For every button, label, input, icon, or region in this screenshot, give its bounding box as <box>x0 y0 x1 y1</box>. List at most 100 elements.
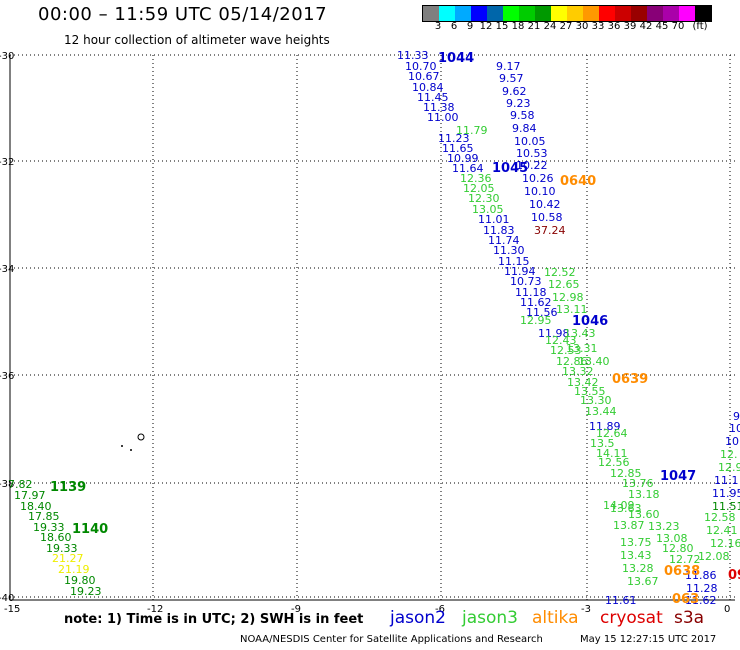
wave-height-value: 11.18 <box>515 286 547 299</box>
wave-height-value: 13.32 <box>562 365 594 378</box>
wave-height-value: 10.10 <box>524 185 556 198</box>
lon-label: -3 <box>581 604 591 615</box>
wave-height-value: 11.83 <box>483 224 515 237</box>
lon-label: -12 <box>147 604 163 615</box>
wave-height-value: 9.17 <box>496 60 521 73</box>
wave-height-value: 9 <box>733 410 740 423</box>
legend-jason2: jason2 <box>390 608 446 628</box>
footer-note: note: 1) Time is in UTC; 2) SWH is in fe… <box>64 612 364 627</box>
color-scale-tick: 24 <box>543 21 557 32</box>
color-swatch <box>583 6 599 21</box>
wave-height-value: 19.33 <box>46 542 78 555</box>
wave-height-value: 10 <box>729 422 740 435</box>
wave-height-value: 9.62 <box>502 85 527 98</box>
color-scale-tick: 3 <box>434 21 442 32</box>
color-scale-labels: 3 6 9 12 15 18 21 24 27 30 33 36 39 42 45 70 (ft) <box>422 21 740 35</box>
color-scale-tick: 36 <box>607 21 621 32</box>
lat-label: -40 <box>0 593 14 604</box>
wave-height-value: 10.73 <box>510 275 542 288</box>
wave-height-value: 10.84 <box>412 81 444 94</box>
wave-height-value: 11.23 <box>438 132 470 145</box>
wave-height-value: 12.08 <box>698 550 730 563</box>
color-scale-tick: 12 <box>479 21 493 32</box>
page-title: 00:00 – 11:59 UTC 05/14/2017 <box>38 4 328 25</box>
wave-height-value: 12.72 <box>669 553 701 566</box>
pass-time-label: 1046 <box>572 314 608 329</box>
wave-height-value: 18.60 <box>40 531 72 544</box>
wave-height-value: 12.52 <box>544 266 576 279</box>
wave-height-value: 10.58 <box>531 211 563 224</box>
wave-height-value: 13.23 <box>648 520 680 533</box>
wave-height-value: 11.94 <box>504 265 536 278</box>
generated-date: May 15 12:27:15 UTC 2017 <box>580 634 717 645</box>
color-scale-tick: (ft) <box>692 21 708 32</box>
wave-height-value: 9.84 <box>512 122 537 135</box>
wave-height-value: 13.55 <box>574 385 606 398</box>
color-scale-tick: 15 <box>495 21 509 32</box>
wave-height-value: 11.38 <box>423 101 455 114</box>
legend-altika: altika <box>532 608 579 628</box>
wave-height-value: 12.85 <box>610 467 642 480</box>
lat-label: -30 <box>0 51 14 62</box>
wave-height-value: 11.1 <box>714 474 739 487</box>
wave-height-value: 11.65 <box>442 142 474 155</box>
wave-height-value: 12.36 <box>460 172 492 185</box>
page-subtitle: 12 hour collection of altimeter wave hei… <box>64 33 330 47</box>
wave-height-value: 13.67 <box>627 575 659 588</box>
wave-height-value: 12.53 <box>550 344 582 357</box>
wave-height-value: 13.75 <box>620 536 652 549</box>
lon-label: -9 <box>291 604 301 615</box>
wave-height-value: 13.11 <box>556 303 588 316</box>
lat-label: -38 <box>0 479 14 490</box>
lat-label: -36 <box>0 371 14 382</box>
wave-height-value: 10.26 <box>522 172 554 185</box>
color-scale-tick: 6 <box>450 21 458 32</box>
wave-height-value: 13.05 <box>472 203 504 216</box>
wave-height-value: 7.82 <box>8 478 33 491</box>
lat-label: -34 <box>0 264 14 275</box>
wave-height-value: 13.63 <box>610 502 642 515</box>
wave-height-value: 11.28 <box>686 582 718 595</box>
wave-height-value: 19.80 <box>64 574 96 587</box>
pass-time-label: 1044 <box>438 51 474 66</box>
legend-jason3: jason3 <box>462 608 518 628</box>
wave-height-value: 12.05 <box>463 182 495 195</box>
wave-height-value: 10.70 <box>405 60 437 73</box>
legend-cryosat: cryosat <box>600 608 663 628</box>
wave-height-value: 13.44 <box>585 405 617 418</box>
wave-height-value: 9.23 <box>506 97 531 110</box>
wave-height-value: 11.30 <box>493 244 525 257</box>
color-swatch <box>503 6 519 21</box>
wave-height-value: 13.87 <box>613 519 645 532</box>
wave-height-value: 11.33 <box>397 49 429 62</box>
color-swatch <box>599 6 615 21</box>
wave-height-value: 11.56 <box>526 306 558 319</box>
island-icon <box>137 433 145 441</box>
wave-height-value: 13.30 <box>580 394 612 407</box>
wave-height-value: 21.27 <box>52 552 84 565</box>
wave-height-value: 11.79 <box>456 124 488 137</box>
wave-height-value: 12.65 <box>548 278 580 291</box>
wave-height-value: 11.00 <box>427 111 459 124</box>
wave-height-value: 19.23 <box>70 585 102 598</box>
wave-height-value: 11.74 <box>488 234 520 247</box>
wave-height-value: 13.28 <box>622 562 654 575</box>
wave-height-value: 10.67 <box>408 70 440 83</box>
wave-height-value: 13.43 <box>620 549 652 562</box>
wave-height-value: 18.40 <box>20 500 52 513</box>
wave-height-value: 10.42 <box>529 198 561 211</box>
wave-height-value: 10.99 <box>447 152 479 165</box>
pass-time-label: 0640 <box>560 174 596 189</box>
color-swatch <box>519 6 535 21</box>
wave-height-value: 17.97 <box>14 489 46 502</box>
wave-height-value: 11.61 <box>605 594 637 607</box>
wave-height-value: 13.43 <box>564 327 596 340</box>
island-icon <box>130 449 132 451</box>
wave-height-value: 37.24 <box>534 224 566 237</box>
wave-height-value: 11.95 <box>712 487 740 500</box>
pass-time-label: 1045 <box>492 161 528 176</box>
color-scale-tick: 39 <box>623 21 637 32</box>
color-scale-tick: 70 <box>671 21 685 32</box>
color-scale-tick: 9 <box>466 21 474 32</box>
